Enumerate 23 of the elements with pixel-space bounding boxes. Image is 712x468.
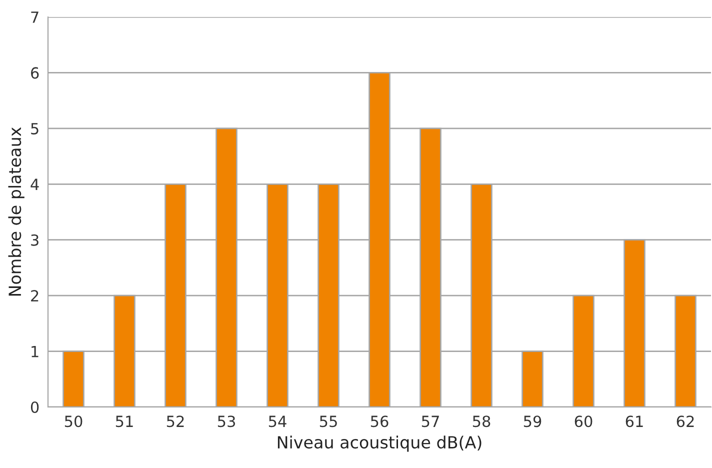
x-tick-label: 52 <box>166 416 184 428</box>
x-tick-label: 60 <box>574 416 592 428</box>
x-tick-label: 51 <box>116 416 133 428</box>
y-axis-title: Nombre de plateaux <box>8 127 24 296</box>
x-tick-label: 53 <box>218 416 235 428</box>
x-tick-label: 54 <box>268 416 286 428</box>
x-axis-title: Niveau acoustique dB(A) <box>278 436 482 452</box>
x-tick-label: 58 <box>472 416 490 428</box>
y-tick-label: 4 <box>30 178 39 190</box>
x-tick-label: 50 <box>64 416 82 428</box>
y-tick-label: 7 <box>31 12 38 23</box>
x-tick-label: 62 <box>676 416 694 428</box>
y-tick-label: 0 <box>30 401 39 414</box>
x-tick-label: 55 <box>320 416 337 428</box>
x-tick-label: 59 <box>524 416 542 428</box>
x-tick-label: 56 <box>370 416 388 428</box>
x-tick-label: 57 <box>422 416 439 428</box>
x-tick-label: 61 <box>626 416 643 428</box>
y-tick-label: 1 <box>32 346 38 358</box>
y-tick-label: 3 <box>31 234 38 246</box>
y-tick-label: 6 <box>31 67 39 79</box>
y-tick-label: 5 <box>31 123 38 134</box>
y-tick-label: 2 <box>31 290 38 302</box>
